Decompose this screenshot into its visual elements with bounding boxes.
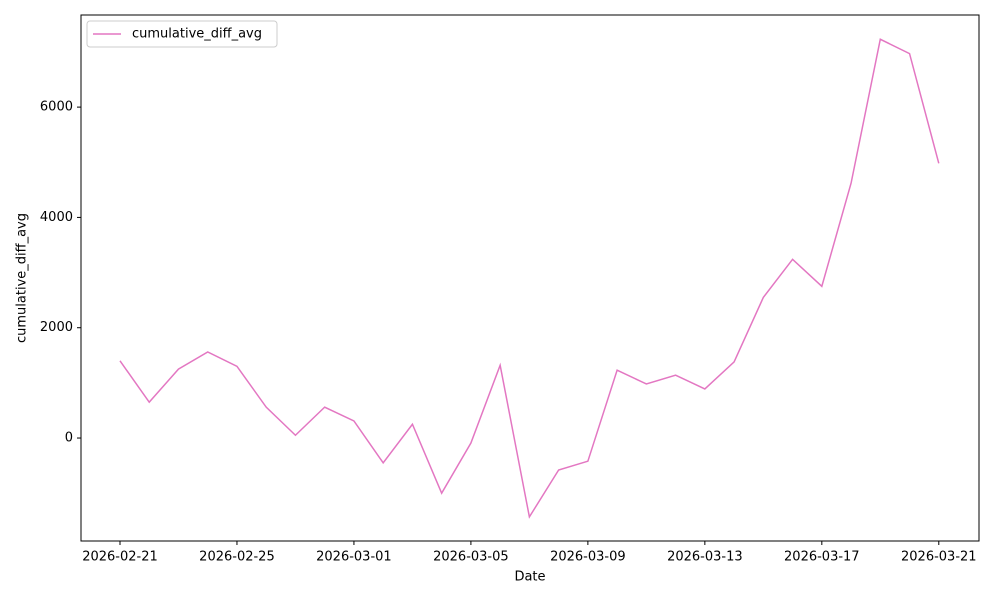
- x-tick-label: 2026-03-13: [667, 550, 743, 565]
- y-tick-label: 6000: [40, 100, 73, 115]
- x-tick-label: 2026-03-05: [433, 550, 509, 565]
- legend-label: cumulative_diff_avg: [132, 27, 262, 42]
- legend-box: [86, 20, 278, 48]
- x-tick-label: 2026-03-17: [784, 550, 860, 565]
- x-tick-label: 2026-03-09: [550, 550, 626, 565]
- x-tick-label: 2026-03-01: [316, 550, 392, 565]
- plot-frame: [80, 14, 980, 542]
- x-tick-label: 2026-03-21: [901, 550, 977, 565]
- x-axis-label: Date: [514, 570, 545, 585]
- data-line: [119, 38, 940, 519]
- y-axis-label: cumulative_diff_avg: [15, 213, 30, 343]
- y-tick-label: 0: [65, 431, 73, 446]
- y-tick-label: 2000: [40, 320, 73, 335]
- x-tick-label: 2026-02-21: [82, 550, 158, 565]
- y-tick-label: 4000: [40, 210, 73, 225]
- x-tick-label: 2026-02-25: [199, 550, 275, 565]
